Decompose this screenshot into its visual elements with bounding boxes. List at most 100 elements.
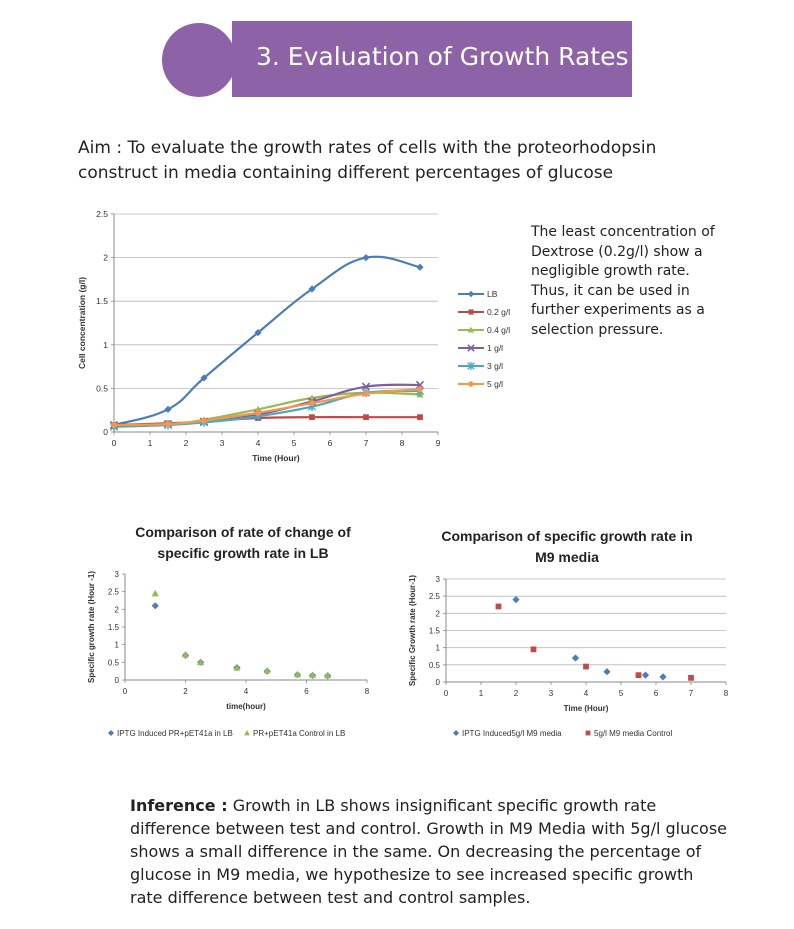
legend-entry: 5g/l M9 media Control <box>585 729 672 738</box>
y-tick-label: 0 <box>436 678 441 687</box>
y-tick-label: 0.5 <box>96 383 108 393</box>
x-tick-label: 3 <box>549 689 554 698</box>
data-point <box>164 405 172 413</box>
series-5g-l-m9-media-control <box>495 603 694 681</box>
x-tick-label: 1 <box>148 438 153 448</box>
data-point <box>263 666 271 674</box>
y-tick-label: 1.5 <box>429 627 441 636</box>
title-circle <box>162 23 236 97</box>
x-tick-label: 4 <box>256 438 261 448</box>
legend-label: 3 g/l <box>487 361 503 371</box>
x-tick-label: 4 <box>584 689 589 698</box>
chart-title: Comparison of specific growth rate in <box>441 528 692 544</box>
x-tick-label: 6 <box>654 689 659 698</box>
data-point <box>416 386 424 393</box>
title-banner <box>232 21 632 97</box>
inference-paragraph: Inference : Growth in LB shows insignifi… <box>130 794 730 909</box>
chart-title: specific growth rate in LB <box>157 545 328 561</box>
x-tick-label: 5 <box>619 689 624 698</box>
data-point <box>254 328 262 337</box>
data-point <box>233 664 241 671</box>
data-point <box>181 650 190 658</box>
x-axis-label: time(hour) <box>226 702 266 711</box>
x-tick-label: 8 <box>365 687 370 696</box>
y-tick-label: 3 <box>436 575 441 584</box>
y-tick-label: 2 <box>436 609 441 618</box>
data-point <box>495 603 502 610</box>
legend-label: LB <box>487 289 498 299</box>
series-iptg-induced-pr-pet41a-in-lb <box>151 602 332 680</box>
x-axis-label: Time (Hour) <box>564 704 609 713</box>
data-point <box>151 589 159 597</box>
series-line <box>113 383 421 427</box>
y-axis-label: Cell concentration (g/l) <box>77 277 87 369</box>
series-pr-pet41a-control-in-lb <box>151 589 332 679</box>
series-5-g-l <box>110 386 424 429</box>
legend-entry: 5 g/l <box>458 379 503 389</box>
data-point <box>308 671 317 678</box>
legend-label: 1 g/l <box>487 343 503 353</box>
aim-text: Aim : To evaluate the growth rates of ce… <box>78 138 657 183</box>
data-point <box>571 654 580 662</box>
legend-label: IPTG Induced5g/l M9 media <box>462 729 562 738</box>
legend-entry: LB <box>458 289 498 299</box>
legend-label: IPTG Induced PR+pET41a in LB <box>117 729 233 738</box>
data-point <box>659 673 667 681</box>
legend-entry: 1 g/l <box>458 343 503 353</box>
data-point <box>151 602 159 610</box>
data-point <box>603 668 611 676</box>
x-tick-label: 0 <box>123 687 128 696</box>
legend-entry: IPTG Induced5g/l M9 media <box>453 729 562 738</box>
legend-entry: 0.4 g/l <box>458 325 510 335</box>
series-iptg-induced5g-l-m9-media <box>512 596 667 681</box>
y-tick-label: 3 <box>115 570 120 579</box>
legend-label: 0.4 g/l <box>487 325 510 335</box>
data-point <box>417 414 423 421</box>
legend-marker <box>467 290 475 298</box>
y-tick-label: 1.5 <box>96 296 108 306</box>
legend-marker <box>453 730 459 736</box>
x-tick-label: 6 <box>328 438 333 448</box>
legend-marker <box>468 309 474 315</box>
x-tick-label: 5 <box>292 438 297 448</box>
data-point <box>197 658 205 666</box>
y-tick-label: 1 <box>103 340 108 350</box>
y-tick-label: 2.5 <box>96 209 108 219</box>
data-point <box>363 414 369 421</box>
series-line <box>113 391 421 427</box>
x-axis-label: Time (Hour) <box>252 453 300 463</box>
y-tick-label: 0 <box>115 676 120 685</box>
data-point <box>512 596 520 604</box>
series-line <box>113 389 421 428</box>
data-point <box>362 390 370 397</box>
x-tick-label: 2 <box>514 689 519 698</box>
legend-marker <box>468 381 474 387</box>
y-tick-label: 2 <box>103 253 108 263</box>
legend-entry: 3 g/l <box>458 361 503 371</box>
chart-title: M9 media <box>535 549 599 565</box>
legend-label: 5g/l M9 media Control <box>594 729 672 738</box>
legend-label: 5 g/l <box>487 379 503 389</box>
inference-text: Growth in LB shows insignificant specifi… <box>130 796 727 907</box>
y-tick-label: 1 <box>436 644 441 653</box>
legend-entry: 0.2 g/l <box>458 307 510 317</box>
data-point <box>254 409 262 416</box>
x-tick-label: 0 <box>444 689 449 698</box>
legend-marker <box>108 730 114 736</box>
y-tick-label: 2 <box>115 605 120 614</box>
data-point <box>641 671 650 679</box>
legend-marker <box>467 344 475 352</box>
y-tick-label: 2.5 <box>108 588 120 597</box>
y-tick-label: 1.5 <box>108 623 120 632</box>
series-line <box>113 255 421 427</box>
data-point <box>688 675 694 681</box>
legend-marker <box>244 730 250 736</box>
legend-entry: IPTG Induced PR+pET41a in LB <box>108 729 233 738</box>
x-tick-label: 1 <box>479 689 484 698</box>
x-tick-label: 7 <box>689 689 694 698</box>
y-tick-label: 0 <box>103 427 108 437</box>
y-tick-label: 0.5 <box>429 661 441 670</box>
x-tick-label: 8 <box>724 689 729 698</box>
x-tick-label: 2 <box>183 687 188 696</box>
data-point <box>416 263 424 271</box>
